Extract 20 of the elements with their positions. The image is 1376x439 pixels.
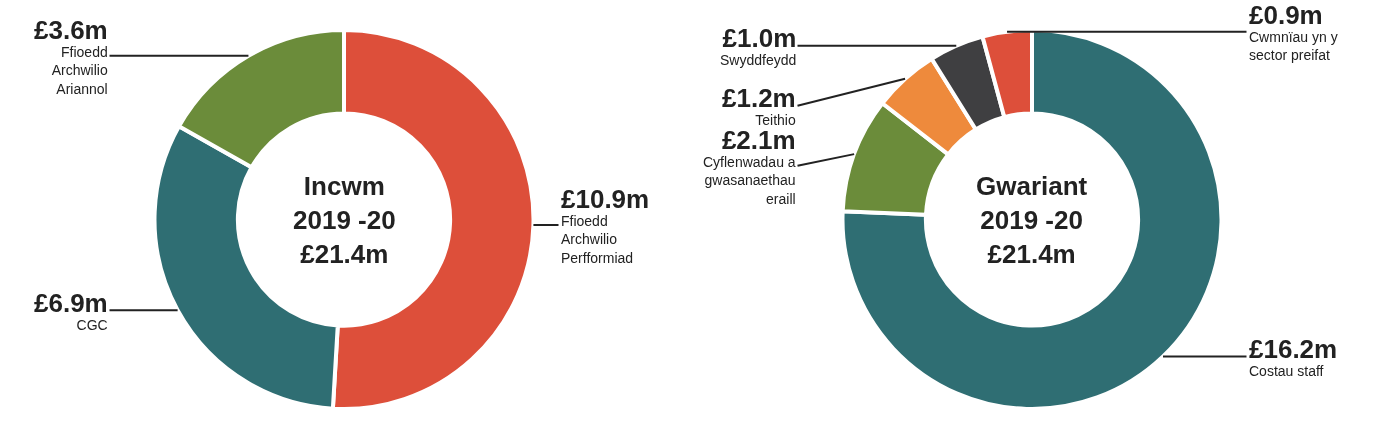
data-label: £10.9m bbox=[561, 184, 650, 214]
data-label: £1.0m bbox=[722, 23, 797, 53]
text: 2019 -20 bbox=[980, 204, 1083, 235]
text: Incwm bbox=[303, 171, 385, 201]
slice-label: Costau staff bbox=[1249, 363, 1324, 380]
slice-label: Cyflenwadau a gwasanaethau eraill bbox=[703, 154, 796, 207]
slice-label: Cwmnïau yn y sector preifat bbox=[1249, 29, 1338, 64]
slice-label: Swyddfeydd bbox=[720, 52, 797, 69]
data-label: £1.2m bbox=[722, 83, 796, 113]
text: £21.4m bbox=[300, 238, 389, 269]
data-label: £3.6m bbox=[34, 15, 108, 45]
slice-label: Ffioedd Archwilio Perfformiad bbox=[561, 213, 634, 266]
data-label: £16.2m bbox=[1249, 334, 1338, 364]
text: £21.4m bbox=[987, 238, 1076, 269]
text: Gwariant bbox=[976, 171, 1088, 201]
data-label: £6.9m bbox=[34, 288, 108, 318]
slice-label: CGC bbox=[76, 317, 108, 334]
slice-label: Ffioedd Archwilio Ariannol bbox=[51, 44, 108, 97]
text: 2019 -20 bbox=[293, 204, 396, 235]
data-label: £0.9m bbox=[1249, 0, 1323, 30]
